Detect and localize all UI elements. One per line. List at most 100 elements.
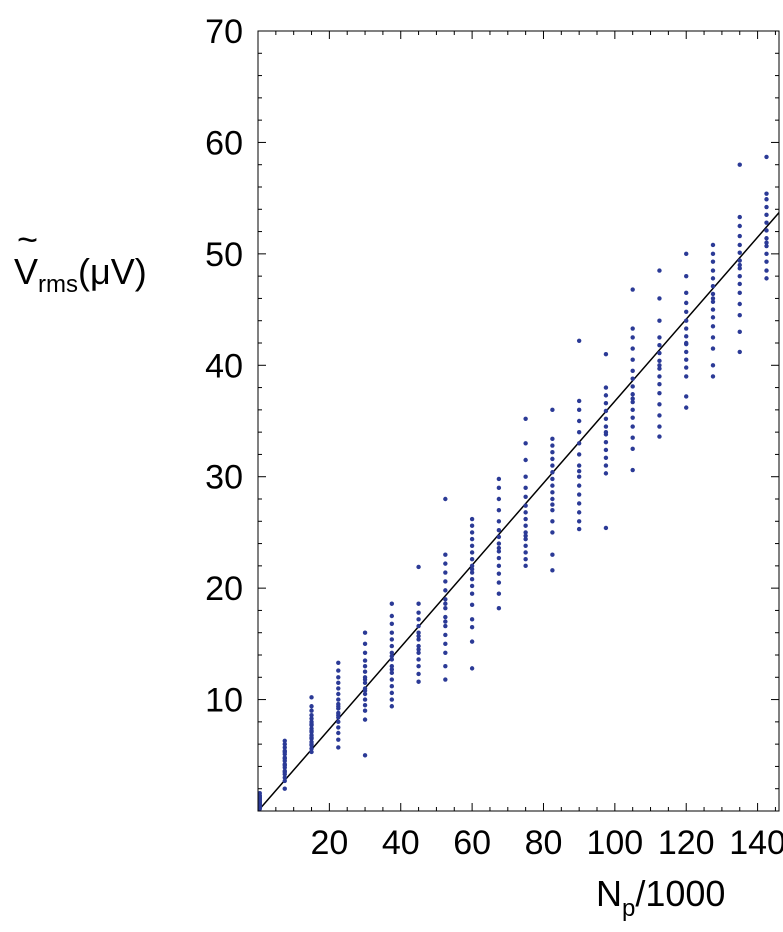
data-point [737,273,742,279]
data-point [657,335,662,340]
data-point [523,533,528,538]
data-point [764,243,769,249]
data-point [469,523,475,528]
data-point [603,408,609,414]
data-point [496,571,502,576]
data-point [550,443,555,448]
data-point [469,577,475,582]
data-point [710,291,716,297]
data-point [257,803,262,808]
y-tick-label: 20 [205,570,243,608]
data-point [523,556,528,562]
data-point [336,737,341,742]
data-point [469,639,475,644]
data-point [684,326,689,331]
data-point [657,390,662,396]
data-point [469,556,475,562]
data-point [550,507,555,513]
data-point [684,251,689,257]
data-point [496,606,502,611]
data-point [630,384,635,389]
data-point [764,259,769,264]
data-point [764,276,769,281]
data-point [737,349,742,355]
data-point [496,534,502,540]
data-point [362,663,368,669]
data-point [389,657,395,662]
data-point [603,351,609,357]
data-point [657,268,662,273]
data-point [684,365,689,370]
data-point [309,708,314,713]
data-point [550,519,555,524]
data-point [710,299,716,304]
data-point [657,358,662,364]
data-point [416,630,421,635]
data-point [630,392,635,397]
data-point [389,670,395,676]
data-point [603,525,609,531]
data-point [710,296,716,301]
data-point [550,530,555,535]
y-tick-label: 70 [205,13,243,51]
data-point [336,697,341,702]
data-point [764,240,769,245]
data-point [684,309,689,314]
data-point [550,456,555,462]
data-point [443,579,448,584]
data-point [737,301,742,307]
fit-line [257,212,780,812]
data-point [764,212,769,218]
data-point [550,436,555,442]
data-point [416,601,421,606]
data-point [496,476,502,482]
data-point [416,623,421,629]
data-point [523,503,528,508]
data-point [282,769,287,775]
data-point [684,290,689,296]
data-point [469,550,475,555]
data-point [389,677,395,682]
data-point [523,474,528,479]
data-point [630,335,635,340]
x-axis-label: Np/1000 [596,873,725,922]
data-point [282,786,287,791]
data-point [737,250,742,255]
data-point [309,741,314,747]
data-point [523,530,528,535]
data-point [389,653,395,659]
data-point [603,463,609,468]
data-point [469,516,475,522]
data-point [496,591,502,596]
data-point [523,485,528,491]
data-point [684,394,689,399]
data-point [282,738,287,743]
data-point [684,405,689,410]
data-point [443,496,448,502]
data-point [443,601,448,606]
y-axis-label-accent: ~ [17,219,38,260]
data-point [737,312,742,318]
data-point [710,268,716,273]
x-tick-label: 40 [382,824,420,862]
data-point [710,251,716,257]
data-point [684,340,689,346]
data-point [630,467,635,473]
y-axis-label: Vrms(μV) [14,251,147,298]
data-point [657,413,662,418]
data-point [523,494,528,499]
data-point [657,374,662,379]
data-point [257,794,262,799]
y-axis-label-main: V [14,251,38,292]
data-point [576,418,582,424]
data-point [282,741,287,747]
data-point [630,346,635,351]
data-point [710,259,716,264]
data-point [362,677,368,682]
data-point [603,447,609,453]
data-point [336,719,341,725]
data-point [737,281,742,287]
data-point [309,704,314,709]
data-point [523,441,528,446]
data-point [603,455,609,460]
